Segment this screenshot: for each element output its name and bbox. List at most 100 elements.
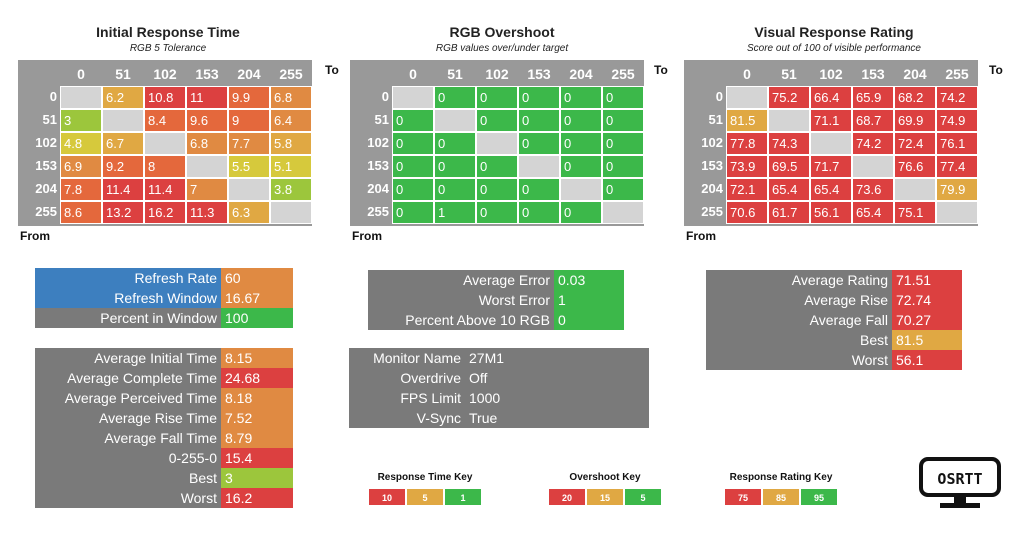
stat-label: Monitor Name [373, 350, 461, 366]
heatmap-cell: 0 [392, 201, 434, 224]
heatmap-cell: 1 [434, 201, 476, 224]
heatmap-cell: 79.9 [936, 178, 978, 201]
stat-label: Average Rise [706, 290, 892, 310]
heatmap-cell: 6.9 [60, 155, 102, 178]
heatmap-cell: 0 [476, 201, 518, 224]
column-header: 153 [527, 66, 551, 82]
heatmap-cell: 8.6 [60, 201, 102, 224]
row-header: 204 [367, 181, 389, 196]
key-cell: 95 [800, 488, 838, 506]
heatmap-cell: 6.8 [186, 132, 228, 155]
heatmap-cell: 0 [560, 155, 602, 178]
row-header: 255 [701, 204, 723, 219]
row-header: 0 [49, 89, 57, 104]
stat-label: Average Rating [706, 270, 892, 290]
heatmap-cell: 0 [518, 86, 560, 109]
heatmap-cell: 10.8 [144, 86, 186, 109]
heatmap-cell: 9.6 [186, 109, 228, 132]
axis-to-label: To [325, 63, 339, 77]
column-header: 0 [77, 66, 85, 82]
stat-value: Off [469, 370, 488, 386]
heatmap-cell [726, 86, 768, 109]
heatmap-cell: 9 [228, 109, 270, 132]
key-cell: 15 [586, 488, 624, 506]
heatmap-cell [894, 178, 936, 201]
heatmap-cell: 0 [560, 201, 602, 224]
axis-to-label: To [989, 63, 1003, 77]
stat-label: Overdrive [400, 370, 461, 386]
heatmap-cell: 71.7 [810, 155, 852, 178]
stat-value: 8.18 [221, 388, 293, 408]
panel-subtitle-initial-response: RGB 5 Tolerance [129, 43, 207, 54]
heatmap-cell: 0 [434, 155, 476, 178]
heatmap-cell: 8 [144, 155, 186, 178]
heatmap-cell: 0 [518, 132, 560, 155]
heatmap-cell: 0 [476, 155, 518, 178]
key-cell: 10 [368, 488, 406, 506]
heatmap-cell [936, 201, 978, 224]
column-header: 102 [485, 66, 509, 82]
stat-value: 7.52 [221, 408, 293, 428]
heatmap-cell: 72.4 [894, 132, 936, 155]
stat-value: 16.2 [221, 488, 293, 508]
heatmap-cell: 11.4 [144, 178, 186, 201]
key-cell: 75 [724, 488, 762, 506]
row-header: 204 [701, 181, 723, 196]
heatmap-cell: 68.2 [894, 86, 936, 109]
heatmap-cell [228, 178, 270, 201]
stat-value: 100 [221, 308, 293, 328]
heatmap-cell: 0 [518, 178, 560, 201]
heatmap-cell: 73.9 [726, 155, 768, 178]
stat-label: V-Sync [416, 410, 461, 426]
heatmap-cell: 77.4 [936, 155, 978, 178]
heatmap-cell [60, 86, 102, 109]
heatmap-cell [392, 86, 434, 109]
stat-label: Refresh Window [35, 288, 221, 308]
stat-label: Average Initial Time [35, 348, 221, 368]
heatmap-cell: 0 [434, 178, 476, 201]
key-cell: 20 [548, 488, 586, 506]
key-title: Response Rating Key [729, 472, 833, 483]
heatmap-visual-rating: 0 51 102 153 204 255 0 75.2 66.4 65.9 68.2 74.2 51 81… [684, 60, 978, 226]
heatmap-cell: 0 [560, 86, 602, 109]
stat-value: 3 [221, 468, 293, 488]
heatmap-cell: 11.4 [102, 178, 144, 201]
heatmap-cell: 0 [392, 132, 434, 155]
stat-label: Best [35, 468, 221, 488]
stat-label: 0-255-0 [35, 448, 221, 468]
heatmap-cell [476, 132, 518, 155]
heatmap-cell [852, 155, 894, 178]
heatmap-cell: 74.2 [936, 86, 978, 109]
heatmap-cell: 74.3 [768, 132, 810, 155]
column-header: 153 [861, 66, 885, 82]
stat-value: True [469, 410, 498, 426]
column-header: 51 [447, 66, 463, 82]
row-header: 51 [374, 112, 389, 127]
heatmap-cell [186, 155, 228, 178]
heatmap-cell: 65.9 [852, 86, 894, 109]
row-header: 51 [708, 112, 723, 127]
stat-label: Average Fall Time [35, 428, 221, 448]
stat-value: 70.27 [892, 310, 962, 330]
heatmap-cell: 7 [186, 178, 228, 201]
heatmap-cell: 6.4 [270, 109, 312, 132]
heatmap-cell: 0 [392, 155, 434, 178]
heatmap-cell [434, 109, 476, 132]
column-header: 0 [409, 66, 417, 82]
panel-title-initial-response: Initial Response Time [96, 24, 240, 40]
row-header: 153 [35, 158, 57, 173]
column-header: 102 [819, 66, 843, 82]
heatmap-cell: 0 [602, 155, 644, 178]
heatmap-cell: 11.3 [186, 201, 228, 224]
stat-value: 60 [221, 268, 293, 288]
row-header: 0 [715, 89, 723, 104]
heatmap-cell: 56.1 [810, 201, 852, 224]
heatmap-cell: 0 [518, 109, 560, 132]
heatmap-cell: 4.8 [60, 132, 102, 155]
key-cell: 1 [444, 488, 482, 506]
row-header: 102 [35, 135, 57, 150]
heatmap-cell: 5.5 [228, 155, 270, 178]
axis-from-label: From [686, 229, 716, 243]
heatmap-cell: 69.5 [768, 155, 810, 178]
heatmap-cell: 0 [560, 109, 602, 132]
